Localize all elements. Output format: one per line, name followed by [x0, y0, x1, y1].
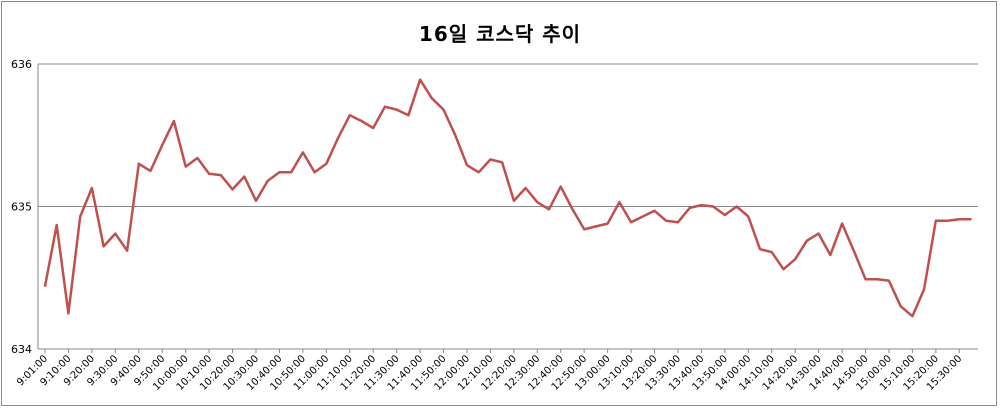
data-point: [67, 312, 70, 315]
data-point: [102, 245, 105, 248]
data-point: [126, 249, 128, 252]
data-point: [688, 207, 691, 209]
data-point: [852, 249, 855, 252]
data-point: [196, 157, 199, 159]
data-point: [653, 209, 656, 212]
data-point: [173, 120, 175, 122]
data-point: [958, 218, 961, 221]
data-point: [79, 215, 81, 218]
data-point: [548, 208, 550, 211]
data-point: [220, 174, 222, 176]
data-point: [395, 108, 398, 111]
y-tick-label: 636: [11, 58, 32, 71]
axes: [37, 64, 978, 353]
data-point: [747, 215, 750, 218]
data-point: [290, 171, 292, 174]
data-point: [477, 171, 480, 174]
gridlines: [38, 63, 978, 207]
data-point: [794, 258, 796, 261]
data-point: [243, 175, 246, 178]
data-point: [114, 232, 117, 235]
data-point: [524, 187, 527, 189]
data-point: [782, 268, 785, 271]
data-point: [630, 221, 632, 223]
data-point: [536, 201, 539, 204]
data-point: [337, 137, 339, 139]
data-point: [137, 162, 140, 165]
data-point: [208, 172, 210, 175]
y-tick-label: 634: [11, 343, 32, 356]
data-point: [923, 288, 925, 290]
data-point: [935, 219, 937, 222]
data-point: [348, 114, 351, 117]
data-point: [313, 171, 316, 174]
data-point: [466, 164, 468, 166]
data-point: [770, 251, 773, 253]
data-point: [759, 248, 761, 251]
data-point: [571, 208, 574, 211]
data-point: [876, 278, 879, 280]
data-point: [559, 185, 562, 188]
data-point: [384, 105, 386, 108]
data-point: [278, 171, 281, 174]
x-axis-ticks: 9:01:009:10:009:20:009:30:009:40:009:50:…: [15, 353, 964, 393]
data-point: [372, 127, 375, 129]
data-point: [829, 254, 832, 256]
data-point: [946, 219, 949, 222]
data-point: [302, 151, 304, 154]
data-point: [325, 162, 328, 165]
data-point: [149, 170, 152, 172]
data-point: [454, 134, 457, 137]
series-line: [43, 78, 971, 318]
data-point: [501, 161, 503, 164]
data-point: [184, 165, 187, 168]
data-point: [665, 219, 668, 222]
data-point: [231, 188, 234, 191]
data-point: [55, 224, 58, 226]
data-point: [724, 214, 726, 216]
data-point: [712, 205, 714, 208]
data-point: [700, 204, 703, 206]
chart-title: 16일 코스닥 추이: [418, 22, 582, 46]
data-point: [817, 232, 820, 235]
data-point: [266, 180, 269, 182]
data-point: [641, 215, 644, 218]
data-point: [513, 200, 515, 202]
data-point: [360, 120, 363, 122]
data-point: [864, 278, 867, 280]
y-tick-label: 635: [11, 201, 32, 214]
data-point: [91, 187, 93, 189]
data-point: [677, 221, 679, 223]
y-axis-ticks: 634 635 636: [11, 58, 32, 356]
data-point: [888, 279, 890, 282]
data-point: [735, 205, 738, 208]
data-point: [806, 239, 808, 242]
data-point: [970, 218, 972, 221]
data-point: [44, 285, 46, 288]
data-point: [841, 222, 843, 225]
data-point: [489, 158, 492, 161]
data-point: [606, 222, 609, 225]
data-point: [911, 315, 914, 318]
data-point: [899, 305, 902, 308]
data-point: [442, 108, 445, 111]
data-point: [583, 228, 585, 231]
data-point: [407, 114, 410, 117]
series-layer: [43, 78, 972, 318]
data-point: [161, 144, 164, 147]
data-point: [595, 225, 597, 228]
data-point: [419, 78, 421, 81]
data-point: [618, 201, 621, 204]
data-point: [255, 200, 257, 202]
data-point: [431, 97, 433, 99]
